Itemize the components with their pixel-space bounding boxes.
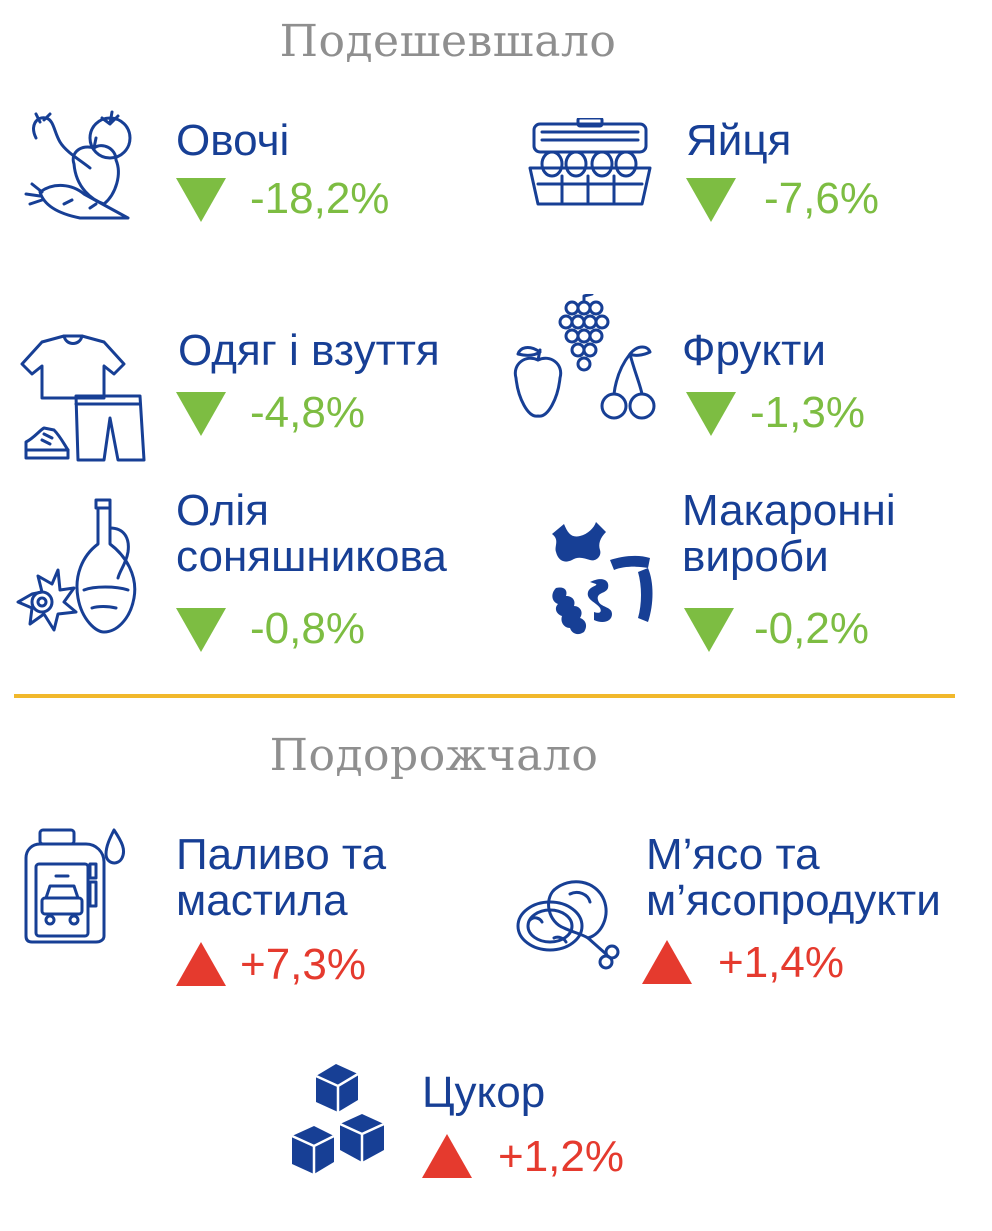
change-value: +1,2%	[498, 1132, 624, 1181]
item-clothes: Одяг і взуття -4,8%	[0, 300, 480, 470]
decrease-arrow-icon	[686, 178, 736, 222]
item-label: Макаронні вироби	[682, 488, 896, 580]
clothes-icon	[20, 334, 146, 462]
item-label: М’ясо та м’ясопродукти	[646, 832, 941, 924]
item-label: Олія соняшникова	[176, 488, 447, 580]
change-value: -7,6%	[764, 174, 879, 223]
item-eggs: Яйця -7,6%	[500, 100, 980, 230]
section-divider	[14, 694, 955, 698]
section-title-cheaper: Подешевшало	[279, 16, 617, 67]
item-sunflower-oil: Олія соняшникова -0,8%	[0, 488, 480, 653]
item-meat: М’ясо та м’ясопродукти +1,4%	[500, 820, 992, 1000]
item-label: Одяг і взуття	[178, 326, 440, 375]
item-fuel: Паливо та мастила +7,3%	[0, 820, 480, 1000]
item-label-line-2: вироби	[682, 532, 829, 581]
item-label: Яйця	[686, 116, 792, 165]
change-value: -1,3%	[750, 388, 865, 437]
decrease-arrow-icon	[686, 392, 736, 436]
item-label-line-1: Паливо та	[176, 830, 387, 879]
change-value: -0,8%	[250, 604, 365, 653]
change-value: +1,4%	[718, 938, 844, 987]
item-pasta: Макаронні вироби -0,2%	[500, 488, 980, 653]
vegetables-icon	[24, 110, 132, 220]
item-sugar: Цукор +1,2%	[280, 1050, 740, 1200]
decrease-arrow-icon	[176, 608, 226, 652]
item-label: Паливо та мастила	[176, 832, 386, 924]
item-label: Цукор	[422, 1068, 546, 1117]
increase-arrow-icon	[422, 1134, 472, 1178]
item-label: Овочі	[176, 116, 290, 165]
fruits-icon	[513, 294, 656, 420]
increase-arrow-icon	[642, 940, 692, 984]
item-vegetables: Овочі -18,2%	[0, 100, 480, 230]
change-value: -0,2%	[754, 604, 869, 653]
item-label-line-2: мастила	[176, 876, 348, 925]
pasta-icon	[552, 522, 653, 635]
item-label-line-2: м’ясопродукти	[646, 876, 941, 925]
decrease-arrow-icon	[176, 392, 226, 436]
sunflower-oil-icon	[16, 498, 137, 634]
decrease-arrow-icon	[684, 608, 734, 652]
item-label-line-2: соняшникова	[176, 532, 447, 581]
egg-carton-icon	[528, 118, 652, 206]
section-title-pricier: Подорожчало	[269, 730, 599, 781]
item-label-line-1: М’ясо та	[646, 830, 820, 879]
change-value: -18,2%	[250, 174, 390, 223]
change-value: -4,8%	[250, 388, 365, 437]
item-label-line-1: Макаронні	[682, 486, 896, 535]
sugar-cubes-icon	[291, 1064, 385, 1174]
item-label: Фрукти	[682, 326, 826, 375]
item-label-line-1: Олія	[176, 486, 270, 535]
decrease-arrow-icon	[176, 178, 226, 222]
change-value: +7,3%	[240, 940, 366, 989]
meat-icon	[516, 880, 620, 970]
item-fruits: Фрукти -1,3%	[500, 290, 980, 470]
increase-arrow-icon	[176, 942, 226, 986]
fuel-canister-icon	[24, 828, 126, 944]
